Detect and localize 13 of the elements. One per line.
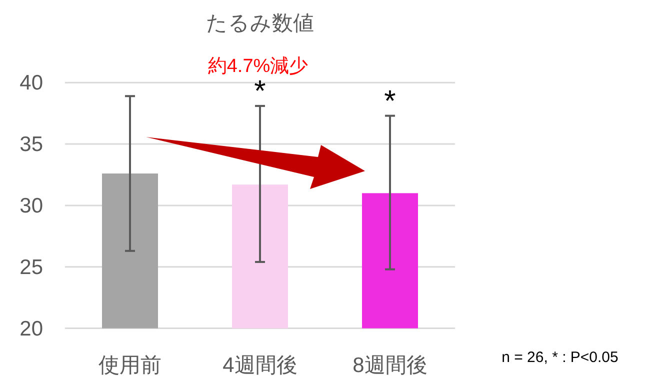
annotation: * xyxy=(384,84,396,118)
y-tick-label: 40 xyxy=(20,72,43,95)
text: n = 26, * : P<0.05 xyxy=(502,349,618,366)
x-tick-label: 8週間後 xyxy=(352,354,428,377)
x-tick-label: 使用前 xyxy=(98,354,162,377)
y-tick-label: 25 xyxy=(20,256,43,279)
chart-title: たるみ数値 xyxy=(206,12,314,35)
x-tick-label: 4週間後 xyxy=(222,354,298,377)
y-tick-label: 30 xyxy=(20,194,43,218)
y-tick-label: 35 xyxy=(20,133,43,156)
y-tick-label: 20 xyxy=(20,317,43,340)
annotation: * xyxy=(254,74,266,108)
chart-subtitle: 約4.7%減少 xyxy=(208,56,308,77)
